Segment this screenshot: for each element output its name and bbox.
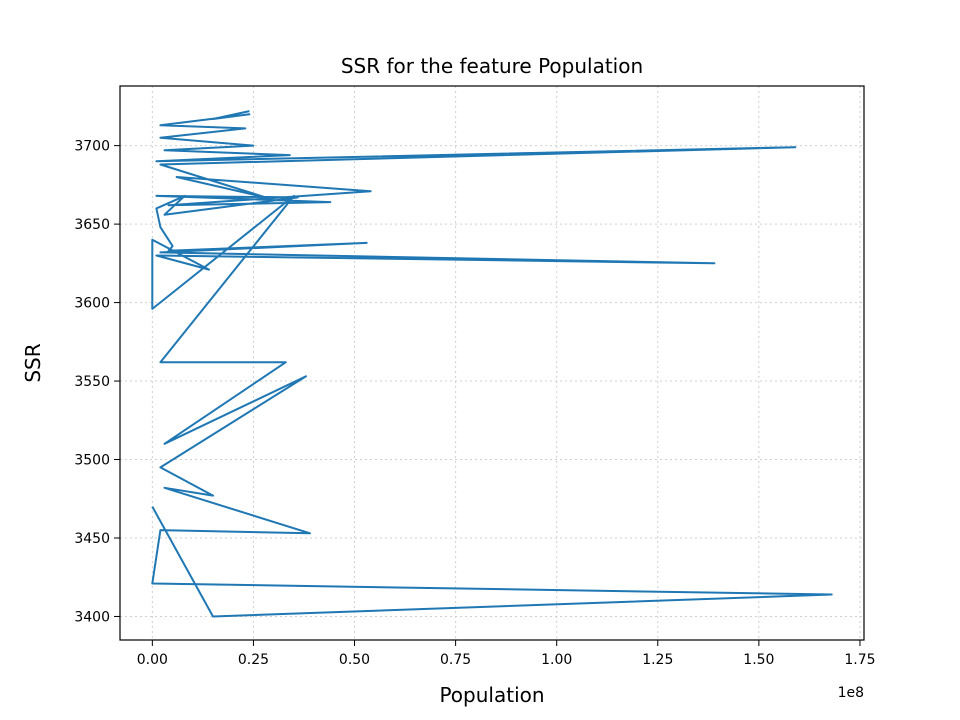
y-tick-label: 3700 — [74, 139, 110, 155]
series-layer — [151, 110, 833, 618]
x-tick-label: 1.50 — [743, 652, 774, 668]
x-tick-label: 0.75 — [440, 652, 471, 668]
ticks: 0.00 0.25 0.50 0.75 1.00 1.25 1.50 1.75 3400 3450… — [74, 139, 875, 668]
x-tick-label: 1.00 — [541, 652, 572, 668]
x-tick-label: 0.50 — [339, 652, 370, 668]
x-tick-label: 0.25 — [238, 652, 269, 668]
grid — [120, 86, 864, 640]
y-tick-label: 3650 — [74, 217, 110, 233]
y-tick-label: 3550 — [74, 374, 110, 390]
y-tick-label: 3450 — [74, 531, 110, 547]
x-axis-title: Population — [439, 683, 544, 707]
x-tick-label: 0.00 — [137, 652, 168, 668]
series-line — [151, 110, 833, 618]
y-axis-title: SSR — [21, 343, 45, 382]
x-tick-label: 1.25 — [642, 652, 673, 668]
x-axis-offset-label: 1e8 — [838, 685, 864, 701]
x-tick-label: 1.75 — [844, 652, 875, 668]
y-tick-label: 3500 — [74, 453, 110, 469]
y-tick-label: 3400 — [74, 609, 110, 625]
y-tick-label: 3600 — [74, 296, 110, 312]
plot-frame — [119, 85, 865, 641]
chart-title: SSR for the feature Population — [341, 54, 643, 78]
